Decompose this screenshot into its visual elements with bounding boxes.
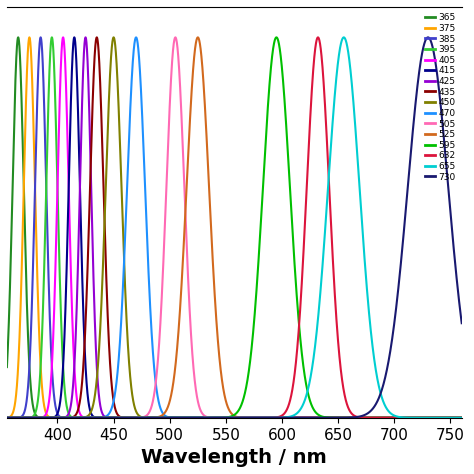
- X-axis label: Wavelength / nm: Wavelength / nm: [141, 448, 327, 467]
- Legend: 365, 375, 385, 395, 405, 415, 425, 435, 450, 470, 505, 525, 595, 632, 655, 730: 365, 375, 385, 395, 405, 415, 425, 435, …: [423, 11, 457, 183]
